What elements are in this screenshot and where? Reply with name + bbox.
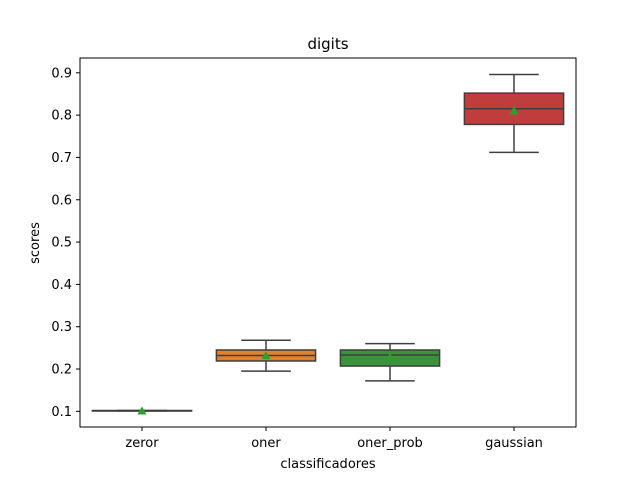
y-tick-label: 0.6 (51, 193, 72, 208)
mean-marker-oner (261, 350, 271, 360)
y-tick-label: 0.2 (51, 363, 72, 378)
y-axis-label: scores (28, 222, 43, 264)
y-tick-label: 0.1 (51, 405, 72, 420)
plot-area: 0.1 0.2 0.3 0.4 0.5 0.6 0.7 0.8 0.9 zeror oner oner… (51, 57, 577, 451)
x-axis-label: classificadores (280, 457, 375, 472)
y-tick-label: 0.5 (51, 236, 72, 251)
x-tick-label-zeror: zeror (125, 436, 159, 451)
mean-marker-oner_prob (385, 352, 395, 361)
mean-marker-zeror (137, 406, 147, 415)
y-tick-label: 0.8 (51, 109, 72, 124)
mean-marker-gaussian (509, 106, 519, 115)
y-tick-label: 0.9 (51, 66, 72, 81)
x-tick-label-gaussian: gaussian (485, 436, 543, 451)
chart-title: digits (307, 35, 348, 53)
y-tick-label: 0.3 (51, 320, 72, 335)
y-tick-label: 0.7 (51, 151, 72, 166)
y-tick-label: 0.4 (51, 278, 72, 293)
x-tick-label-oner_prob: oner_prob (357, 436, 423, 451)
x-tick-label-oner: oner (251, 436, 281, 451)
